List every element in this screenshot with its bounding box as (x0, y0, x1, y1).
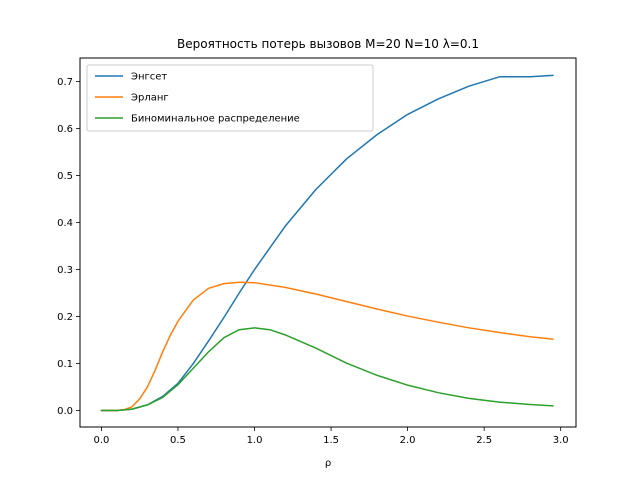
plot-frame (79, 57, 577, 428)
x-tick-label: 1.0 (247, 435, 263, 446)
x-ticks: 0.0 0.5 1.0 1.5 2.0 2.5 3.0 (93, 427, 569, 446)
y-ticks: 0.0 0.1 0.2 0.3 0.4 0.5 0.6 0.7 (57, 77, 80, 417)
y-tick-label: 0.0 (57, 406, 73, 417)
y-tick-label: 0.1 (57, 359, 73, 370)
y-tick-label: 0.5 (57, 171, 73, 182)
x-tick-label: 0.0 (93, 435, 109, 446)
x-tick-label: 3.0 (553, 435, 569, 446)
x-tick-label: 2.5 (476, 435, 492, 446)
legend: Энгсет Эрланг Биноминальное распределение (86, 64, 374, 132)
x-tick-label: 0.5 (170, 435, 186, 446)
legend-label-2: Эрланг (131, 93, 169, 104)
series-layer (100, 74, 554, 412)
chart-title: Вероятность потерь вызовов M=20 N=10 λ=0… (177, 37, 479, 51)
series-line-3 (100, 327, 554, 412)
legend-box (86, 64, 374, 132)
x-tick-label: 1.5 (323, 435, 339, 446)
series-line-2 (100, 281, 554, 412)
x-tick-label: 2.0 (400, 435, 416, 446)
y-tick-label: 0.6 (57, 124, 73, 135)
y-tick-label: 0.2 (57, 312, 73, 323)
legend-label-3: Биноминальное распределение (131, 114, 300, 125)
y-tick-label: 0.3 (57, 265, 73, 276)
legend-label-1: Энгсет (131, 72, 167, 83)
x-axis-label: ρ (325, 458, 331, 469)
y-tick-label: 0.4 (57, 218, 73, 229)
y-tick-label: 0.7 (57, 77, 73, 88)
axes (79, 57, 577, 428)
